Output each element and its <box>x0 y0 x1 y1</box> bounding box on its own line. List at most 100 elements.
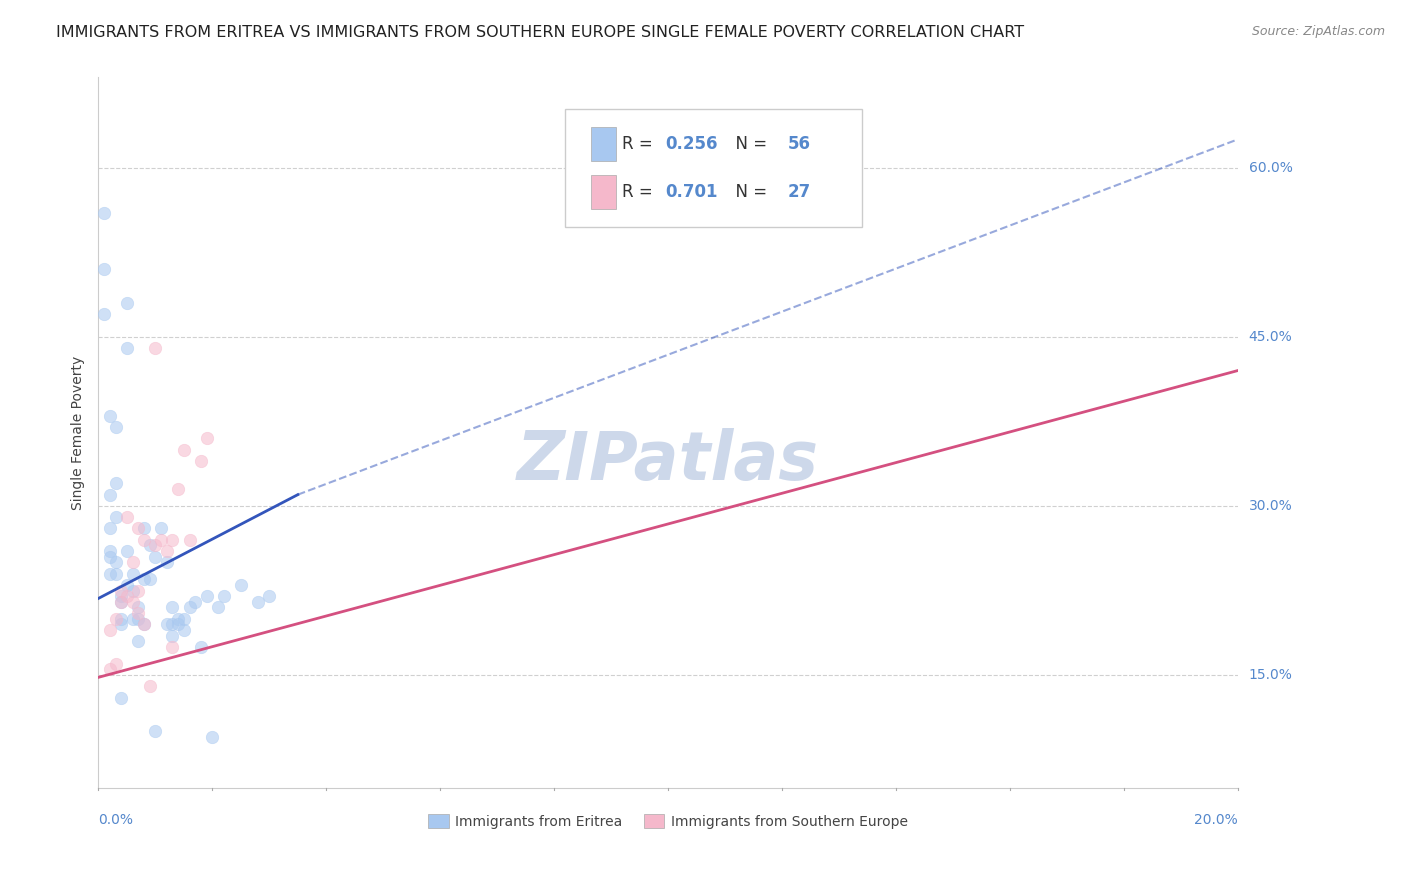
Point <box>127 606 149 620</box>
Point <box>110 690 132 705</box>
Point <box>190 640 212 654</box>
Point <box>104 420 127 434</box>
Point <box>179 600 201 615</box>
Text: N =: N = <box>725 183 772 201</box>
Text: IMMIGRANTS FROM ERITREA VS IMMIGRANTS FROM SOUTHERN EUROPE SINGLE FEMALE POVERTY: IMMIGRANTS FROM ERITREA VS IMMIGRANTS FR… <box>56 25 1025 40</box>
Point <box>98 623 121 637</box>
Text: 0.256: 0.256 <box>665 136 718 153</box>
Text: 0.701: 0.701 <box>665 183 718 201</box>
Text: 20.0%: 20.0% <box>1194 813 1237 827</box>
Point <box>110 595 132 609</box>
Point <box>179 533 201 547</box>
Text: Source: ZipAtlas.com: Source: ZipAtlas.com <box>1251 25 1385 38</box>
FancyBboxPatch shape <box>591 175 616 209</box>
Text: 15.0%: 15.0% <box>1249 668 1292 682</box>
Y-axis label: Single Female Poverty: Single Female Poverty <box>72 356 86 509</box>
Point <box>98 521 121 535</box>
Point <box>98 488 121 502</box>
Text: 30.0%: 30.0% <box>1249 499 1292 513</box>
Text: 56: 56 <box>787 136 811 153</box>
Point <box>195 589 218 603</box>
Point <box>138 538 160 552</box>
Point <box>162 640 184 654</box>
Text: N =: N = <box>725 136 772 153</box>
Point <box>156 544 179 558</box>
Text: ZIPatlas: ZIPatlas <box>517 428 820 494</box>
Point <box>156 555 179 569</box>
Point <box>104 657 127 671</box>
Point <box>132 521 155 535</box>
Point <box>167 617 190 632</box>
Point <box>145 341 167 355</box>
Text: 45.0%: 45.0% <box>1249 330 1292 343</box>
Point <box>104 566 127 581</box>
Point <box>132 572 155 586</box>
Point <box>127 634 149 648</box>
Point <box>145 538 167 552</box>
Point <box>156 617 179 632</box>
Point <box>104 555 127 569</box>
Point <box>127 612 149 626</box>
Text: 60.0%: 60.0% <box>1249 161 1292 175</box>
Point <box>127 583 149 598</box>
Point <box>138 679 160 693</box>
Point <box>93 262 115 277</box>
Point <box>98 544 121 558</box>
Point <box>150 533 173 547</box>
Point <box>162 600 184 615</box>
Point <box>121 555 143 569</box>
Point <box>162 617 184 632</box>
Point <box>162 629 184 643</box>
Text: R =: R = <box>623 136 658 153</box>
Point <box>145 549 167 564</box>
Point <box>195 431 218 445</box>
Text: 0.0%: 0.0% <box>98 813 134 827</box>
Point <box>132 533 155 547</box>
Point <box>246 595 269 609</box>
Point <box>121 612 143 626</box>
Point <box>150 521 173 535</box>
Point <box>110 595 132 609</box>
Text: 27: 27 <box>787 183 811 201</box>
Point <box>145 724 167 739</box>
Text: R =: R = <box>623 183 658 201</box>
Point <box>207 600 229 615</box>
FancyBboxPatch shape <box>565 110 862 227</box>
Point <box>162 533 184 547</box>
Point <box>104 510 127 524</box>
Point <box>110 583 132 598</box>
Point <box>98 549 121 564</box>
Point <box>104 476 127 491</box>
Point <box>132 617 155 632</box>
Point <box>115 341 138 355</box>
Point <box>115 296 138 310</box>
Point <box>104 612 127 626</box>
Point <box>190 454 212 468</box>
Point <box>121 583 143 598</box>
Point <box>167 482 190 496</box>
Point <box>138 572 160 586</box>
Point <box>121 595 143 609</box>
Point <box>115 544 138 558</box>
Point <box>173 442 195 457</box>
Point <box>173 623 195 637</box>
FancyBboxPatch shape <box>591 128 616 161</box>
Point <box>229 578 252 592</box>
Point <box>98 662 121 676</box>
Point <box>173 612 195 626</box>
Point <box>93 206 115 220</box>
Point <box>127 600 149 615</box>
Point <box>127 521 149 535</box>
Point <box>184 595 207 609</box>
Point <box>98 409 121 423</box>
Point <box>132 617 155 632</box>
Point <box>110 612 132 626</box>
Point <box>98 566 121 581</box>
Point <box>121 566 143 581</box>
Point <box>115 589 138 603</box>
Point <box>110 589 132 603</box>
Point <box>93 307 115 321</box>
Legend: Immigrants from Eritrea, Immigrants from Southern Europe: Immigrants from Eritrea, Immigrants from… <box>422 808 914 834</box>
Point <box>115 510 138 524</box>
Point <box>201 730 224 744</box>
